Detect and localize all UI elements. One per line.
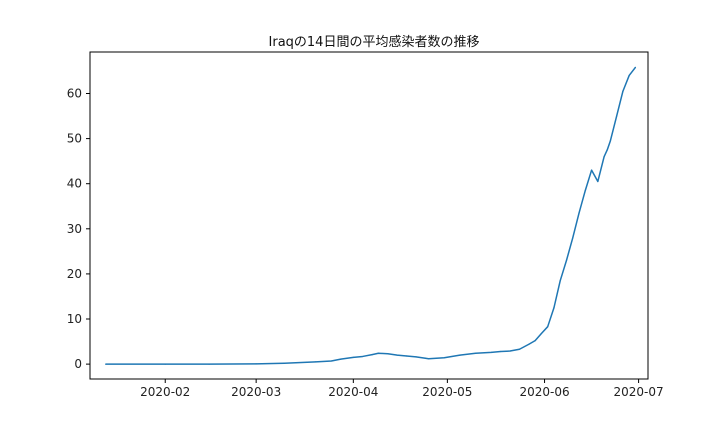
chart-title: Iraqの14日間の平均感染者数の推移: [269, 34, 480, 50]
data-point: [283, 362, 285, 364]
data-point: [559, 280, 561, 282]
x-tick-label: 2020-04: [328, 385, 378, 399]
y-tick-label: 10: [67, 312, 82, 326]
data-point: [443, 357, 445, 359]
data-point: [606, 149, 608, 151]
data-point: [628, 74, 630, 77]
data-point: [362, 355, 364, 358]
data-point: [547, 326, 549, 328]
x-tick-label: 2020-02: [140, 385, 190, 399]
data-point: [578, 212, 580, 214]
data-point: [377, 352, 379, 354]
data-point: [396, 354, 398, 356]
series-points: [105, 66, 637, 365]
y-tick-label: 50: [67, 132, 82, 146]
data-point: [315, 361, 317, 363]
data-point: [609, 140, 611, 142]
y-axis: 0 10 20 30 40 50 60: [67, 86, 90, 371]
x-tick-label: 2020-03: [231, 385, 281, 399]
data-point: [597, 180, 599, 183]
y-tick-label: 40: [67, 177, 82, 191]
data-point: [584, 189, 586, 192]
y-tick-label: 20: [67, 267, 82, 281]
data-point: [622, 90, 624, 92]
data-point: [459, 354, 461, 356]
data-point: [352, 356, 354, 358]
data-point: [415, 356, 417, 358]
data-point: [164, 363, 166, 365]
data-point: [500, 350, 502, 353]
data-point: [406, 355, 408, 357]
data-point: [427, 358, 430, 360]
y-tick-label: 60: [67, 86, 82, 100]
data-point: [565, 259, 568, 261]
data-point: [509, 350, 511, 352]
data-point: [590, 169, 593, 171]
x-tick-label: 2020-07: [614, 385, 664, 399]
data-point: [534, 340, 536, 342]
y-tick-label: 30: [67, 222, 82, 236]
data-point: [616, 115, 618, 117]
plot-area-frame: [89, 51, 649, 380]
data-point: [634, 66, 637, 68]
x-tick-label: 2020-06: [519, 385, 569, 399]
data-point: [340, 358, 342, 360]
y-tick-label: 0: [74, 357, 82, 371]
data-point: [208, 363, 210, 365]
data-point: [603, 156, 605, 158]
series-line: [105, 66, 637, 365]
data-point: [330, 360, 332, 362]
data-point: [518, 348, 521, 350]
data-point: [572, 237, 574, 239]
data-point: [540, 332, 543, 335]
data-point: [371, 354, 373, 356]
data-point: [255, 363, 257, 365]
data-point: [490, 351, 492, 353]
data-point: [424, 357, 427, 359]
x-tick-label: 2020-05: [422, 385, 472, 399]
x-axis: 2020-02 2020-03 2020-04 2020-05 2020-06 2020-…: [140, 379, 664, 399]
data-point: [105, 363, 107, 365]
data-point: [528, 343, 530, 345]
data-point: [474, 352, 477, 354]
data-point: [553, 307, 555, 309]
data-point: [387, 353, 389, 355]
